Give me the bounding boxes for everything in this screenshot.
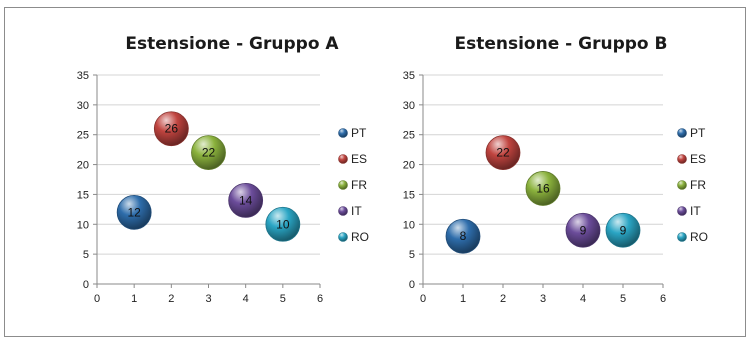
x-tick-label: 2 xyxy=(500,293,506,305)
bubble-it: 14 xyxy=(228,182,264,218)
legend-item-pt: PT xyxy=(677,126,706,140)
legend-label: PT xyxy=(690,126,706,140)
legend-item-fr: FR xyxy=(338,178,367,192)
y-tick-label: 30 xyxy=(77,100,89,112)
y-tick-label: 25 xyxy=(77,130,89,142)
y-tick-label: 35 xyxy=(77,70,89,82)
y-tick-label: 10 xyxy=(77,219,89,231)
bubble-mark xyxy=(605,212,641,248)
y-tick-label: 5 xyxy=(409,249,415,261)
y-tick-label: 5 xyxy=(83,249,89,261)
bubble-data-label: 10 xyxy=(276,217,290,231)
bubble-pt: 8 xyxy=(445,218,481,254)
legend-item-es: ES xyxy=(677,152,706,166)
legend: PT ES FR IT RO xyxy=(677,126,708,244)
bubble-mark xyxy=(485,135,521,171)
bubble-ro: 9 xyxy=(605,212,641,248)
bubble-data-label: 26 xyxy=(165,122,179,136)
legend-marker xyxy=(677,128,687,138)
x-tick-label: 2 xyxy=(168,293,174,305)
bubble-mark xyxy=(191,135,226,171)
legend-marker xyxy=(338,128,348,138)
legend-item-it: IT xyxy=(677,204,701,218)
legend-label: IT xyxy=(690,204,701,218)
bubble-data-label: 16 xyxy=(536,181,550,195)
bubble-mark xyxy=(445,218,481,254)
chart-title: Estensione - Gruppo B xyxy=(455,34,668,54)
x-tick-label: 0 xyxy=(94,293,100,305)
y-tick-label: 25 xyxy=(403,130,415,142)
legend-item-fr: FR xyxy=(677,178,706,192)
bubble-data-label: 8 xyxy=(460,229,467,243)
bubble-es: 26 xyxy=(153,111,189,147)
legend-marker xyxy=(677,180,687,190)
legend: PT ES FR IT RO xyxy=(338,126,369,244)
x-tick-label: 0 xyxy=(420,293,426,305)
legend-marker xyxy=(338,180,348,190)
chart-area: Estensione - Gruppo A 0 5 10 15 20 25 30 35 0 1 2 3 4… xyxy=(4,7,746,337)
legend-item-pt: PT xyxy=(338,126,367,140)
legend-label: IT xyxy=(351,204,362,218)
y-tick-label: 20 xyxy=(403,160,415,172)
legend-label: RO xyxy=(690,230,708,244)
legend-marker xyxy=(338,206,348,216)
legend-label: RO xyxy=(351,230,369,244)
y-tick-label: 15 xyxy=(77,189,89,201)
y-tick-label: 30 xyxy=(403,100,415,112)
x-tick-label: 3 xyxy=(540,293,546,305)
x-tick-label: 5 xyxy=(620,293,626,305)
bubble-data-label: 12 xyxy=(127,205,141,219)
chart-panel-b: Estensione - Gruppo B 0 5 10 15 20 25 30 35 0 1 2 3 4… xyxy=(403,34,708,305)
bubble-mark xyxy=(116,194,152,230)
legend-marker xyxy=(677,206,687,216)
bubble-data-label: 22 xyxy=(202,146,216,160)
bubble-fr: 22 xyxy=(191,135,226,171)
bubble-data-label: 9 xyxy=(580,223,587,237)
x-tick-label: 1 xyxy=(460,293,466,305)
bubble-mark xyxy=(228,182,264,218)
y-tick-label: 35 xyxy=(403,70,415,82)
y-tick-label: 0 xyxy=(409,279,415,291)
legend-label: FR xyxy=(690,178,706,192)
bubble-ro: 10 xyxy=(265,206,301,242)
bubble-mark xyxy=(525,171,561,206)
legend-label: FR xyxy=(351,178,367,192)
bubble-data-label: 9 xyxy=(620,223,627,237)
legend-marker xyxy=(338,154,348,164)
legend-label: PT xyxy=(351,126,367,140)
y-tick-label: 20 xyxy=(77,160,89,172)
bubble-fr: 16 xyxy=(525,171,561,206)
x-tick-label: 3 xyxy=(205,293,211,305)
bubble-mark xyxy=(565,212,601,248)
bubble-pt: 12 xyxy=(116,194,152,230)
x-tick-label: 4 xyxy=(243,293,249,305)
x-tick-label: 1 xyxy=(131,293,137,305)
bubble-data-label: 14 xyxy=(239,193,253,207)
bubble-data-label: 22 xyxy=(496,146,510,160)
bubble-es: 22 xyxy=(485,135,521,171)
legend-label: ES xyxy=(690,152,706,166)
x-tick-label: 4 xyxy=(580,293,586,305)
bubble-mark xyxy=(153,111,189,147)
legend-item-ro: RO xyxy=(677,230,708,244)
x-tick-label: 6 xyxy=(660,293,666,305)
legend-item-it: IT xyxy=(338,204,362,218)
legend-item-ro: RO xyxy=(338,230,369,244)
legend-marker xyxy=(677,232,687,242)
legend-marker xyxy=(338,232,348,242)
legend-marker xyxy=(677,154,687,164)
y-tick-label: 10 xyxy=(403,219,415,231)
x-tick-label: 5 xyxy=(280,293,286,305)
chart-title: Estensione - Gruppo A xyxy=(125,34,339,54)
bubble-it: 9 xyxy=(565,212,601,248)
y-tick-label: 15 xyxy=(403,189,415,201)
legend-label: ES xyxy=(351,152,367,166)
legend-item-es: ES xyxy=(338,152,367,166)
x-tick-label: 6 xyxy=(317,293,323,305)
y-tick-label: 0 xyxy=(83,279,89,291)
bubble-mark xyxy=(265,206,301,242)
